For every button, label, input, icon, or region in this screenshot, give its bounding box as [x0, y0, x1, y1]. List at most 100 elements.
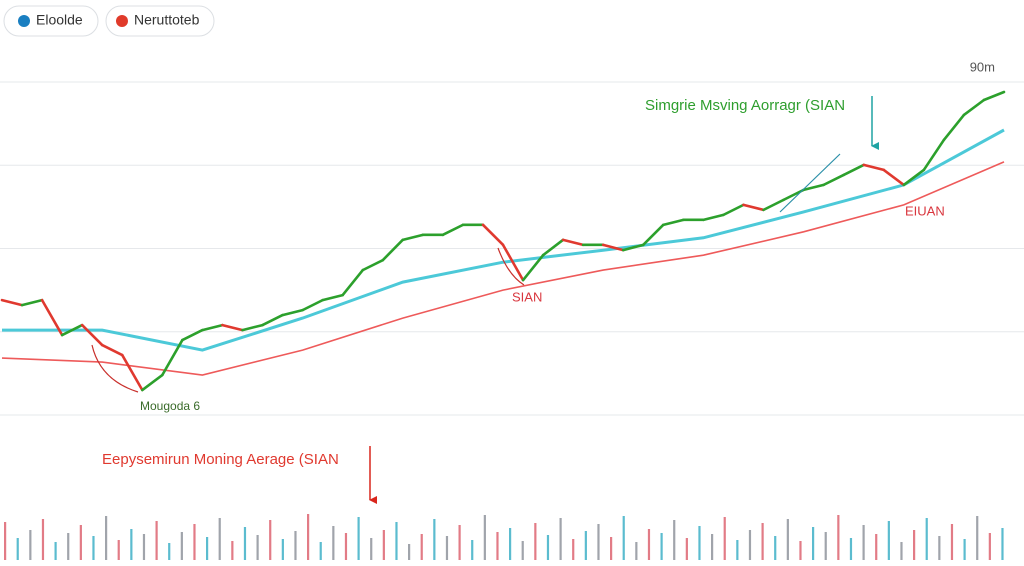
price-segment	[982, 90, 1006, 102]
volume-bar	[16, 538, 19, 560]
volume-bar	[281, 539, 284, 560]
volume-bar	[723, 517, 726, 560]
price-segment	[802, 183, 825, 192]
price-segment	[521, 253, 545, 282]
price-segment	[201, 323, 224, 332]
volume-bar	[660, 533, 663, 560]
price-segment	[441, 223, 465, 237]
volume-bar	[673, 520, 676, 560]
price-segment	[401, 233, 425, 242]
price-segment	[181, 328, 204, 342]
volume-bar	[1001, 528, 1004, 560]
volume-bar	[445, 536, 449, 560]
volume-bar	[950, 524, 954, 560]
annotation: EIUAN	[905, 203, 945, 218]
legend-item[interactable]: Eloolde	[3, 5, 99, 37]
price-segment	[862, 163, 886, 172]
lines	[0, 90, 1006, 392]
price-segment	[922, 138, 946, 172]
volume-bar	[849, 538, 853, 560]
price-segment	[321, 293, 344, 302]
price-segment	[641, 223, 665, 247]
pointer-line	[779, 153, 841, 213]
volume-bar	[509, 528, 512, 560]
volume-bar	[4, 522, 7, 560]
price-segment	[561, 238, 585, 247]
volume-bar	[92, 536, 95, 560]
volume-bar	[799, 541, 802, 560]
volume-bar	[862, 525, 865, 560]
volume-bar	[155, 521, 158, 560]
price-segment	[40, 298, 64, 337]
volume-bar	[433, 519, 436, 560]
price-segment	[261, 313, 284, 327]
volume-bar	[79, 525, 82, 560]
price-segment	[221, 323, 244, 332]
volume-bar	[269, 520, 272, 560]
volume-bar	[420, 534, 423, 560]
volume-bar	[887, 521, 890, 560]
volume-bar	[635, 542, 638, 560]
volume-bar	[685, 538, 688, 560]
volume-bar	[319, 542, 322, 560]
volume-bar	[344, 533, 348, 560]
volume-bar	[54, 542, 57, 560]
annotation: Mougoda 6	[140, 399, 200, 413]
volume	[4, 514, 1004, 560]
price-segment	[120, 353, 144, 392]
volume-bar	[41, 519, 45, 560]
average-line	[1, 161, 1005, 376]
price-segment	[702, 213, 725, 222]
price-segment	[782, 188, 805, 202]
price-segment	[742, 203, 765, 212]
highlight-curve	[91, 344, 139, 393]
volume-bar	[572, 539, 575, 560]
volume-bar	[471, 540, 474, 560]
volume-bar	[546, 535, 550, 560]
price-segment	[621, 243, 645, 252]
volume-bar	[117, 540, 120, 560]
price-segment	[962, 98, 986, 117]
volume-bar	[395, 522, 398, 560]
price-segment	[140, 373, 164, 392]
volume-bar	[988, 533, 991, 560]
volume-bar	[130, 529, 133, 560]
annotation: Eepysemirun Moning Aerage (SIAN	[102, 451, 339, 468]
volume-bar	[206, 537, 209, 560]
volume-bar	[774, 536, 777, 560]
volume-bar	[913, 530, 916, 560]
volume-bar	[521, 541, 524, 560]
volume-bar	[584, 531, 587, 560]
price-segment	[161, 338, 184, 377]
volume-bar	[357, 517, 360, 560]
legend-item[interactable]: Neruttoteb	[105, 5, 215, 37]
price-segment	[662, 218, 685, 227]
price-segment	[762, 198, 785, 212]
annotation: Simgrie Msving Aorragr (SIAN	[645, 97, 845, 114]
annotation: 90m	[970, 59, 995, 74]
volume-bar	[622, 516, 625, 560]
legend: Eloolde Neruttoteb	[3, 5, 215, 37]
legend-label: Eloolde	[36, 12, 83, 28]
price-segment	[100, 343, 124, 357]
price-segment	[722, 203, 745, 217]
volume-bar	[963, 539, 966, 560]
volume-bar	[698, 526, 701, 560]
volume-bar	[370, 538, 373, 560]
volume-bar	[748, 530, 752, 560]
volume-bar	[231, 541, 234, 560]
price-segment	[942, 113, 966, 142]
price-segment	[0, 298, 24, 307]
price-segment	[601, 243, 625, 252]
price-segment	[341, 268, 365, 297]
volume-bar	[382, 530, 385, 560]
price-segment	[902, 168, 926, 187]
volume-bar	[597, 524, 600, 560]
volume-bar	[67, 533, 70, 560]
volume-bar	[736, 540, 739, 560]
volume-bar	[142, 534, 146, 560]
volume-bar	[900, 542, 903, 560]
volume-bar	[534, 523, 537, 560]
volume-bar	[559, 518, 562, 560]
